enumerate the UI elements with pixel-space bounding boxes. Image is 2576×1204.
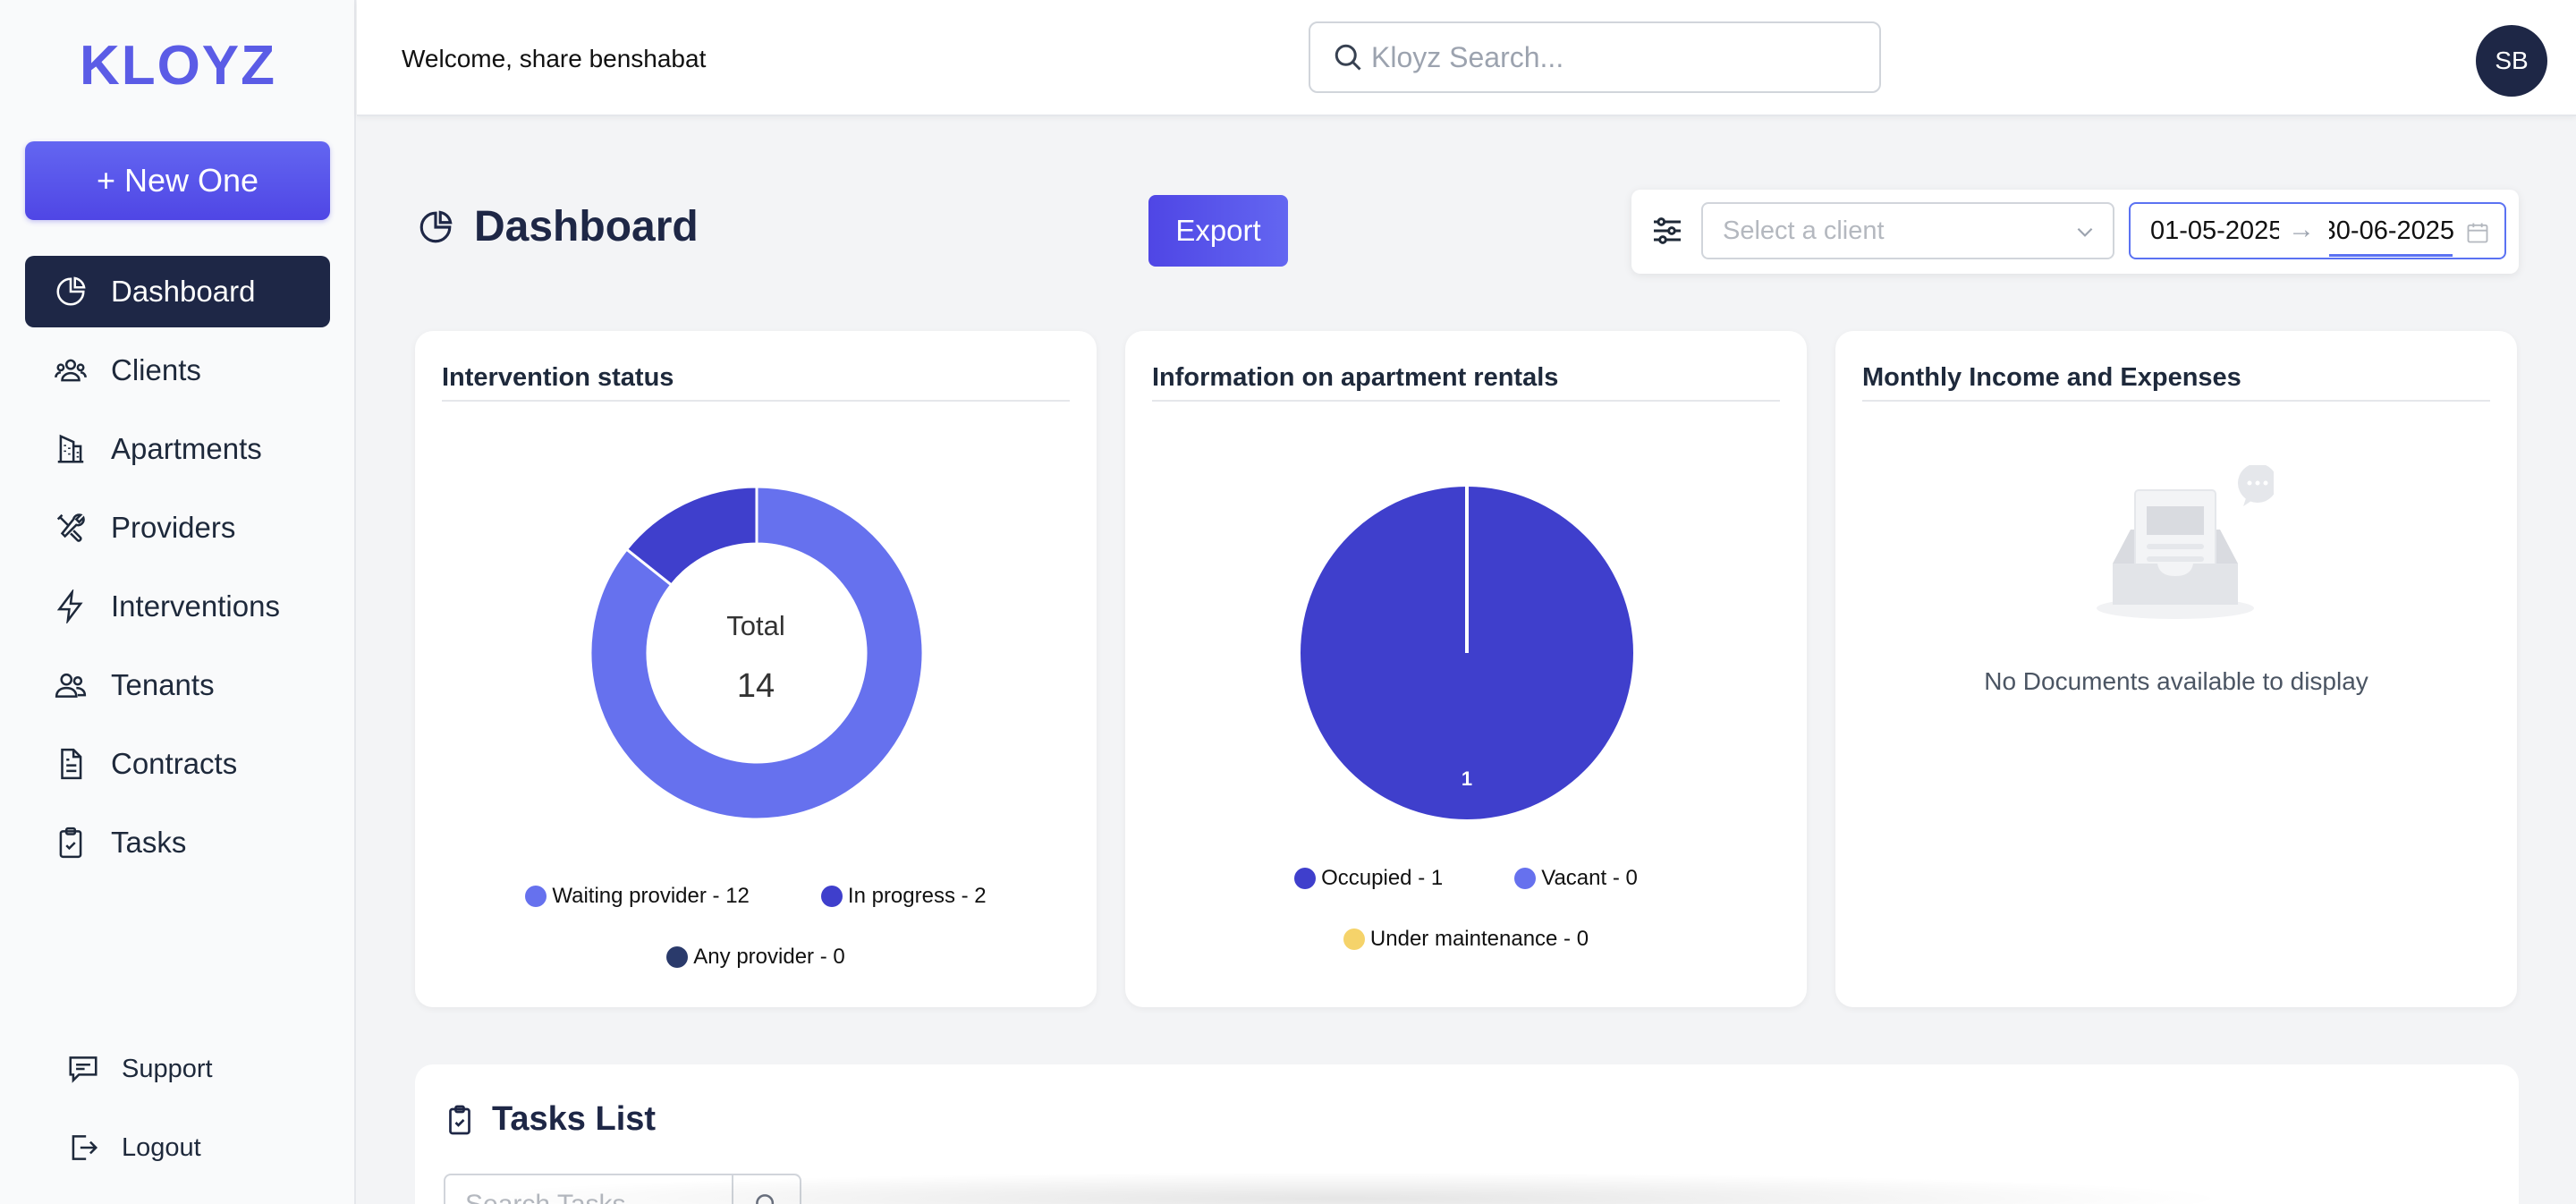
- sidebar-item-support[interactable]: Support: [66, 1045, 213, 1093]
- sidebar-item-tenants[interactable]: Tenants: [25, 649, 330, 721]
- active-input-indicator: [2329, 254, 2453, 257]
- tasks-search-input[interactable]: [445, 1175, 732, 1204]
- chart-legend: Waiting provider - 12 In progress - 2 An…: [415, 884, 1097, 1005]
- sidebar-item-label: Support: [122, 1054, 213, 1083]
- pie-chart-icon: [419, 209, 453, 242]
- search-input[interactable]: [1371, 40, 1872, 74]
- donut-center-value: 14: [736, 667, 775, 705]
- arrow-right-icon: →: [2288, 215, 2315, 244]
- legend-item[interactable]: Vacant - 0: [1514, 866, 1638, 891]
- legend-swatch: [1343, 928, 1365, 950]
- card-title: Monthly Income and Expenses: [1862, 363, 2490, 402]
- sidebar-item-label: Apartments: [111, 432, 262, 465]
- sidebar-bottom-nav: Support Logout: [66, 1045, 213, 1202]
- tasks-search-button[interactable]: [732, 1175, 800, 1204]
- chevron-down-icon: [2077, 227, 2093, 237]
- tasks-title: Tasks List: [444, 1100, 656, 1139]
- client-select-placeholder: Select a client: [1723, 216, 1885, 245]
- rentals-pie-chart: 1: [1301, 485, 1633, 819]
- legend-label: In progress - 2: [847, 884, 987, 908]
- empty-state-message: No Documents available to display: [1984, 667, 2368, 695]
- document-icon: [61, 748, 82, 780]
- sidebar-item-apartments[interactable]: Apartments: [25, 413, 330, 485]
- tasks-list-card: Tasks List: [415, 1064, 2519, 1204]
- legend-swatch: [666, 946, 689, 968]
- intervention-donut-chart: [589, 485, 925, 821]
- sidebar-item-logout[interactable]: Logout: [66, 1123, 213, 1172]
- people-icon: [55, 673, 87, 698]
- app-logo[interactable]: KLOYZ: [79, 35, 277, 97]
- client-select[interactable]: Select a client: [1701, 202, 2114, 259]
- legend-label: Under maintenance - 0: [1369, 927, 1589, 951]
- tools-icon: [56, 513, 85, 542]
- sidebar-item-label: Tenants: [111, 668, 215, 701]
- user-avatar[interactable]: SB: [2476, 25, 2547, 97]
- sidebar-item-label: Contracts: [111, 747, 238, 780]
- card-title: Intervention status: [442, 363, 1070, 402]
- date-end-value: 30-06-2025: [2329, 216, 2454, 245]
- sidebar-item-clients[interactable]: Clients: [25, 335, 330, 406]
- legend-swatch: [1514, 868, 1537, 889]
- tasks-search[interactable]: [444, 1174, 801, 1204]
- pie-chart-icon: [56, 276, 86, 306]
- sidebar-nav: Dashboard Clients Apartments Providers I…: [25, 256, 330, 886]
- legend-swatch: [1294, 868, 1317, 889]
- building-icon: [57, 434, 84, 463]
- legend-label: Occupied - 1: [1321, 866, 1444, 890]
- legend-swatch: [820, 886, 843, 907]
- sidebar-item-dashboard[interactable]: Dashboard: [25, 256, 330, 327]
- legend-label: Vacant - 0: [1541, 866, 1638, 890]
- clipboard-check-icon: [449, 1105, 470, 1134]
- donut-hole: [648, 544, 866, 762]
- users-icon: [55, 359, 87, 382]
- legend-label: Waiting provider - 12: [552, 884, 750, 908]
- sidebar-item-tasks[interactable]: Tasks: [25, 807, 330, 878]
- sidebar: KLOYZ + New One Dashboard Clients Apartm…: [0, 0, 356, 1204]
- sidebar-item-providers[interactable]: Providers: [25, 492, 330, 564]
- search-icon: [756, 1194, 775, 1204]
- donut-center-label: Total: [726, 610, 785, 641]
- legend-item[interactable]: Under maintenance - 0: [1343, 927, 1589, 952]
- page-title-text: Dashboard: [474, 203, 699, 250]
- global-search[interactable]: [1309, 21, 1881, 93]
- new-one-button[interactable]: + New One: [25, 141, 330, 220]
- sidebar-item-interventions[interactable]: Interventions: [25, 571, 330, 642]
- export-button[interactable]: Export: [1148, 195, 1288, 267]
- sidebar-item-label: Interventions: [111, 589, 280, 623]
- legend-label: Any provider - 0: [693, 945, 845, 969]
- sidebar-item-contracts[interactable]: Contracts: [25, 728, 330, 800]
- sidebar-item-label: Logout: [122, 1132, 201, 1162]
- apartment-rentals-card: Information on apartment rentals 1 Occup…: [1125, 331, 1807, 1007]
- legend-item[interactable]: Waiting provider - 12: [525, 884, 750, 909]
- sliders-icon[interactable]: [1649, 213, 1685, 249]
- date-start-input[interactable]: 01-05-2025: [2150, 216, 2279, 245]
- filters-bar: Select a client 01-05-2025 → 30-06-2025: [1631, 190, 2519, 274]
- top-header: Welcome, share benshabat SB: [357, 0, 2576, 116]
- sidebar-item-label: Tasks: [111, 826, 187, 859]
- legend-item[interactable]: In progress - 2: [820, 884, 987, 909]
- sidebar-item-label: Clients: [111, 353, 201, 386]
- intervention-status-card: Intervention status Total 14 Waiting pro…: [415, 331, 1097, 1007]
- sidebar-item-label: Dashboard: [111, 275, 256, 308]
- search-icon: [1335, 44, 1361, 71]
- page-title: Dashboard: [417, 202, 699, 251]
- date-end-input[interactable]: 30-06-2025: [2329, 216, 2454, 246]
- monthly-income-card: Monthly Income and Expenses No Documents…: [1835, 331, 2517, 1007]
- chat-icon: [69, 1056, 97, 1083]
- clipboard-check-icon: [59, 827, 82, 859]
- pie-data-label: 1: [1462, 767, 1472, 790]
- tasks-title-text: Tasks List: [492, 1100, 657, 1138]
- logout-icon: [72, 1135, 98, 1160]
- legend-item[interactable]: Any provider - 0: [666, 945, 845, 970]
- welcome-text: Welcome, share benshabat: [402, 45, 707, 72]
- chart-legend: Occupied - 1 Vacant - 0 Under maintenanc…: [1125, 866, 1807, 988]
- date-range-picker[interactable]: 01-05-2025 → 30-06-2025: [2129, 202, 2506, 259]
- card-title: Information on apartment rentals: [1152, 363, 1780, 402]
- legend-item[interactable]: Occupied - 1: [1294, 866, 1443, 891]
- calendar-icon: [2467, 223, 2488, 243]
- empty-inbox-icon: [2097, 465, 2274, 619]
- lightning-icon: [56, 589, 83, 623]
- legend-swatch: [525, 886, 547, 907]
- sidebar-item-label: Providers: [111, 511, 236, 544]
